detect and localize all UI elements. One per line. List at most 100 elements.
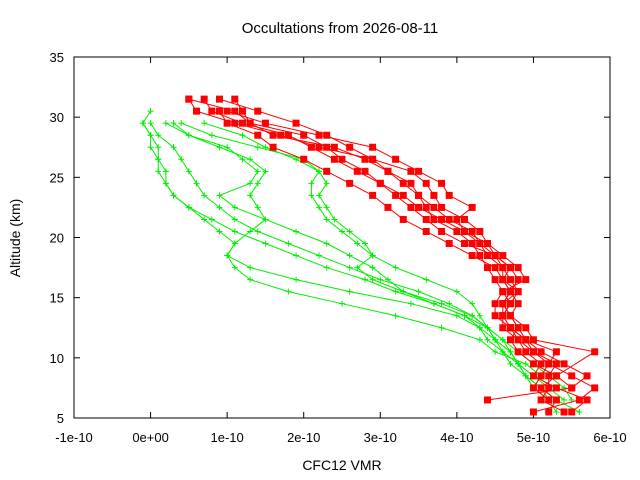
green-point: [346, 264, 353, 271]
green-point: [469, 300, 476, 307]
green-point: [515, 360, 522, 367]
red-point: [399, 191, 407, 199]
red-point: [461, 215, 469, 223]
red-point: [399, 215, 407, 223]
green-point: [507, 360, 514, 367]
red-point: [552, 372, 560, 380]
green-point: [216, 192, 223, 199]
green-point: [331, 216, 338, 223]
green-point: [316, 252, 323, 259]
red-point: [346, 143, 354, 151]
red-point: [537, 372, 545, 380]
chart-title: Occultations from 2026-08-11: [242, 20, 439, 37]
green-point: [139, 120, 146, 127]
red-point: [522, 276, 530, 284]
red-point: [438, 179, 446, 187]
red-point: [499, 288, 507, 296]
red-point: [392, 155, 400, 163]
red-point: [522, 348, 530, 356]
red-point: [529, 348, 537, 356]
green-point: [170, 120, 177, 127]
red-point: [461, 240, 469, 248]
y-tick-label: 15: [50, 291, 64, 306]
red-point: [545, 372, 553, 380]
green-point: [384, 276, 391, 283]
x-tick-label: 5e-10: [517, 430, 550, 445]
green-point: [239, 132, 246, 139]
x-tick-label: 1e-10: [211, 430, 244, 445]
red-point: [238, 107, 246, 115]
red-point: [545, 360, 553, 368]
green-point: [155, 132, 162, 139]
green-point: [262, 216, 269, 223]
green-point: [254, 228, 261, 235]
red-point: [491, 300, 499, 308]
green-profile-line: [142, 110, 557, 413]
green-point: [155, 168, 162, 175]
red-point: [591, 348, 599, 356]
green-point: [461, 312, 468, 319]
green-point: [323, 240, 330, 247]
red-point: [445, 240, 453, 248]
green-point: [201, 192, 208, 199]
green-point: [293, 276, 300, 283]
green-point: [254, 168, 261, 175]
red-point: [545, 408, 553, 416]
red-point: [499, 264, 507, 272]
red-point: [200, 95, 208, 103]
red-point: [430, 203, 438, 211]
red-point: [208, 107, 216, 115]
green-point: [323, 264, 330, 271]
red-point: [369, 155, 377, 163]
green-point: [308, 180, 315, 187]
red-point: [399, 179, 407, 187]
green-point: [561, 396, 568, 403]
red-point: [552, 348, 560, 356]
y-tick-label: 10: [50, 351, 64, 366]
x-tick-label: 4e-10: [440, 430, 473, 445]
red-point: [499, 276, 507, 284]
green-point: [499, 348, 506, 355]
red-point: [560, 408, 568, 416]
green-point: [185, 132, 192, 139]
green-point: [346, 252, 353, 259]
green-point: [507, 348, 514, 355]
green-point: [492, 348, 499, 355]
red-point: [537, 396, 545, 404]
green-point: [247, 156, 254, 163]
red-point: [529, 408, 537, 416]
green-point: [193, 180, 200, 187]
green-point: [354, 240, 361, 247]
green-point: [354, 264, 361, 271]
red-point: [376, 179, 384, 187]
red-point: [568, 372, 576, 380]
green-point: [155, 156, 162, 163]
red-point: [422, 227, 430, 235]
red-point: [415, 203, 423, 211]
red-point: [330, 143, 338, 151]
red-point: [384, 167, 392, 175]
green-point: [247, 276, 254, 283]
red-point: [438, 203, 446, 211]
red-point: [193, 107, 201, 115]
green-point: [438, 300, 445, 307]
red-point: [522, 324, 530, 332]
red-point: [300, 131, 308, 139]
red-point: [445, 215, 453, 223]
green-point: [185, 168, 192, 175]
green-point: [262, 168, 269, 175]
green-point: [247, 180, 254, 187]
green-point: [308, 192, 315, 199]
green-point: [361, 276, 368, 283]
red-point: [522, 336, 530, 344]
red-point: [491, 312, 499, 320]
red-point: [506, 336, 514, 344]
red-point: [514, 276, 522, 284]
green-point: [339, 300, 345, 307]
green-point: [369, 264, 376, 271]
green-point: [377, 276, 384, 283]
green-point: [254, 180, 261, 187]
red-point: [506, 288, 514, 296]
red-point: [468, 252, 476, 260]
red-point: [514, 336, 522, 344]
